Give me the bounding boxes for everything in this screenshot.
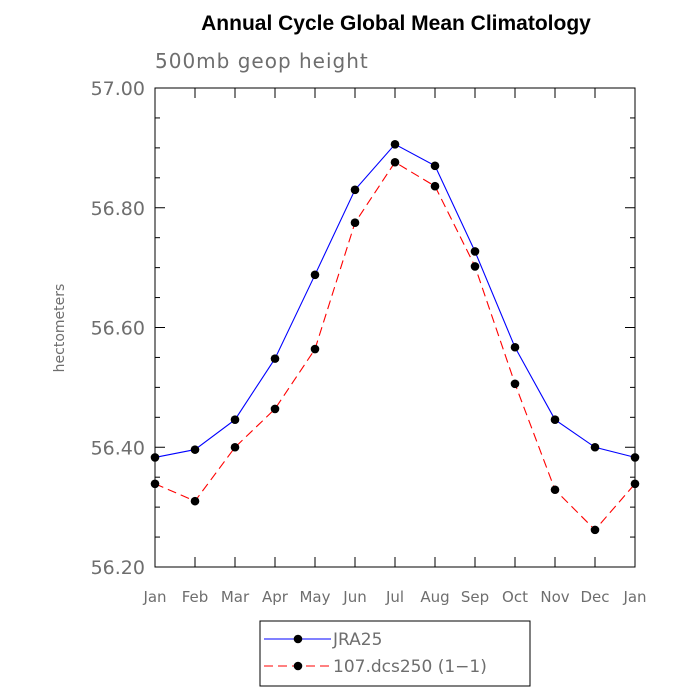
y-tick-label: 57.00 bbox=[91, 78, 145, 100]
data-point bbox=[150, 453, 160, 462]
axis-ticks: 56.20 56.40 56.60 56.80 57.00 Jan Feb Mar Apr May… bbox=[91, 78, 647, 606]
data-point bbox=[430, 181, 440, 191]
y-tick-label: 56.60 bbox=[91, 318, 145, 340]
data-point bbox=[230, 415, 240, 425]
legend-marker bbox=[293, 661, 303, 671]
legend-marker bbox=[293, 634, 303, 644]
chart-title: Annual Cycle Global Mean Climatology bbox=[201, 12, 591, 35]
data-point bbox=[190, 445, 200, 454]
data-point bbox=[550, 415, 560, 425]
data-point bbox=[630, 479, 640, 489]
x-tick-label: Sep bbox=[461, 588, 489, 606]
x-tick-label: Aug bbox=[420, 588, 449, 606]
y-axis-label: hectometers bbox=[52, 284, 68, 373]
data-point bbox=[550, 485, 560, 495]
x-tick-label: May bbox=[299, 588, 330, 606]
data-point bbox=[270, 354, 280, 363]
x-tick-label: Jan bbox=[142, 588, 166, 606]
chart-subtitle: 500mb geop height bbox=[155, 49, 369, 73]
series-line bbox=[154, 161, 636, 531]
data-point bbox=[230, 442, 240, 452]
data-point bbox=[510, 342, 520, 352]
legend-box bbox=[259, 620, 531, 687]
data-point bbox=[470, 247, 480, 256]
data-point bbox=[150, 479, 160, 489]
x-tick-label: Apr bbox=[262, 588, 289, 606]
data-point bbox=[190, 496, 200, 506]
y-tick-label: 56.40 bbox=[91, 437, 145, 459]
x-tick-label: Nov bbox=[540, 588, 569, 606]
data-point bbox=[350, 185, 360, 195]
legend: JRA25 107.dcs250 (1−1) bbox=[259, 620, 531, 687]
x-tick-label: Oct bbox=[502, 588, 528, 606]
x-tick-label: Jul bbox=[385, 588, 404, 606]
x-tick-label: Dec bbox=[580, 588, 609, 606]
data-point bbox=[350, 218, 360, 228]
y-tick-label: 56.80 bbox=[91, 198, 145, 220]
data-point bbox=[270, 404, 280, 414]
data-point bbox=[390, 157, 400, 167]
legend-label: JRA25 bbox=[332, 630, 382, 650]
data-point bbox=[390, 139, 400, 149]
data-point bbox=[590, 442, 600, 452]
data-point bbox=[430, 161, 440, 171]
data-point bbox=[510, 379, 520, 389]
series-1 bbox=[150, 139, 640, 462]
data-point bbox=[630, 453, 640, 462]
legend-label: 107.dcs250 (1−1) bbox=[333, 657, 487, 677]
x-tick-label: Feb bbox=[182, 588, 209, 606]
x-tick-label: Mar bbox=[221, 588, 250, 606]
x-tick-label: Jan bbox=[622, 588, 646, 606]
series-layer bbox=[150, 139, 640, 535]
data-point bbox=[310, 270, 320, 280]
data-point bbox=[470, 262, 480, 271]
data-point bbox=[590, 525, 600, 535]
series-line bbox=[154, 143, 636, 458]
data-point bbox=[310, 344, 320, 354]
y-tick-label: 56.20 bbox=[91, 557, 145, 579]
series-2 bbox=[150, 157, 640, 535]
x-tick-label: Jun bbox=[342, 588, 366, 606]
